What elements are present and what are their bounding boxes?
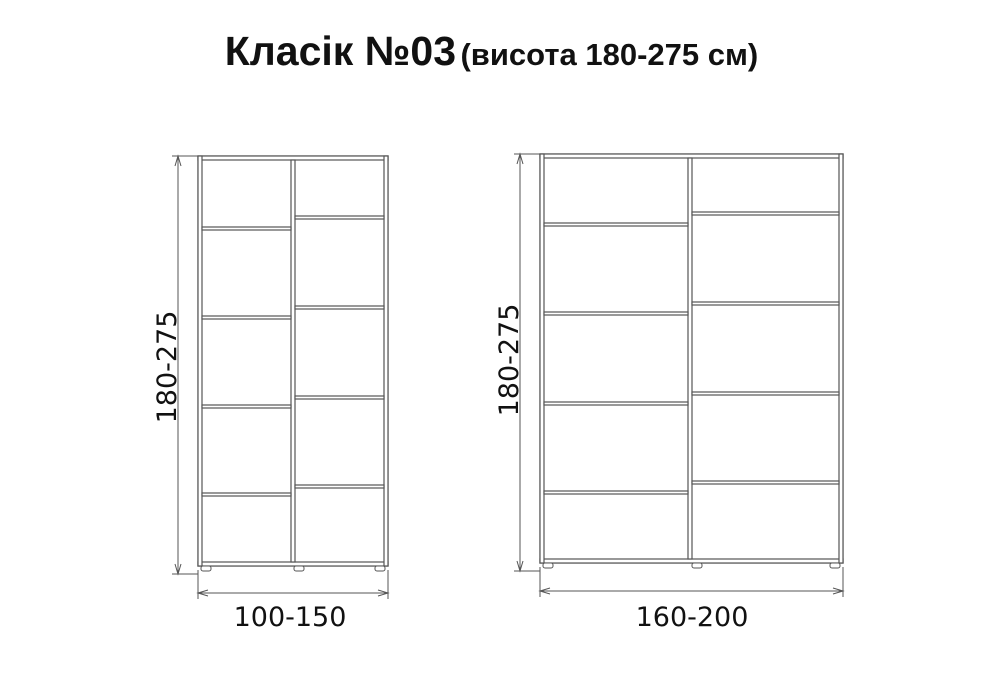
- foot-wide: [829, 562, 841, 569]
- shelf-narrow: [294, 395, 385, 400]
- shelf-wide: [543, 490, 689, 495]
- title-sub: (висота 180-275 см): [460, 37, 759, 72]
- shelf-wide: [691, 480, 840, 485]
- arrow-icon: [538, 587, 551, 595]
- cabinet-divider-narrow: [290, 159, 296, 563]
- cabinet-side-left-wide: [539, 153, 545, 564]
- arrow-icon: [174, 563, 182, 576]
- cabinet-side-right-wide: [838, 153, 844, 564]
- page-title: Класік №03 (висота 180-275 см): [0, 28, 983, 75]
- cabinet-side-right-narrow: [383, 155, 389, 567]
- shelf-wide: [543, 401, 689, 406]
- foot-narrow: [374, 565, 386, 572]
- shelf-narrow: [201, 226, 292, 231]
- shelf-narrow: [201, 315, 292, 320]
- shelf-narrow: [294, 215, 385, 220]
- foot-narrow: [200, 565, 212, 572]
- shelf-narrow: [294, 305, 385, 310]
- shelf-narrow: [294, 484, 385, 489]
- shelf-wide: [543, 311, 689, 316]
- cabinet-side-left-narrow: [197, 155, 203, 567]
- cabinet-divider-wide: [687, 157, 693, 560]
- foot-wide: [542, 562, 554, 569]
- shelf-wide: [691, 301, 840, 306]
- arrow-icon: [832, 587, 845, 595]
- shelf-narrow: [201, 404, 292, 409]
- shelf-wide: [691, 391, 840, 396]
- arrow-icon: [174, 154, 182, 167]
- arrow-icon: [377, 589, 390, 597]
- width-label-narrow: 100-150: [234, 602, 347, 633]
- arrow-icon: [516, 152, 524, 165]
- foot-wide: [691, 562, 703, 569]
- shelf-narrow: [201, 492, 292, 497]
- arrow-icon: [516, 560, 524, 573]
- title-main: Класік №03: [224, 28, 457, 74]
- foot-narrow: [293, 565, 305, 572]
- shelf-wide: [543, 222, 689, 227]
- width-label-wide: 160-200: [636, 602, 749, 633]
- shelf-wide: [691, 211, 840, 216]
- arrow-icon: [196, 589, 209, 597]
